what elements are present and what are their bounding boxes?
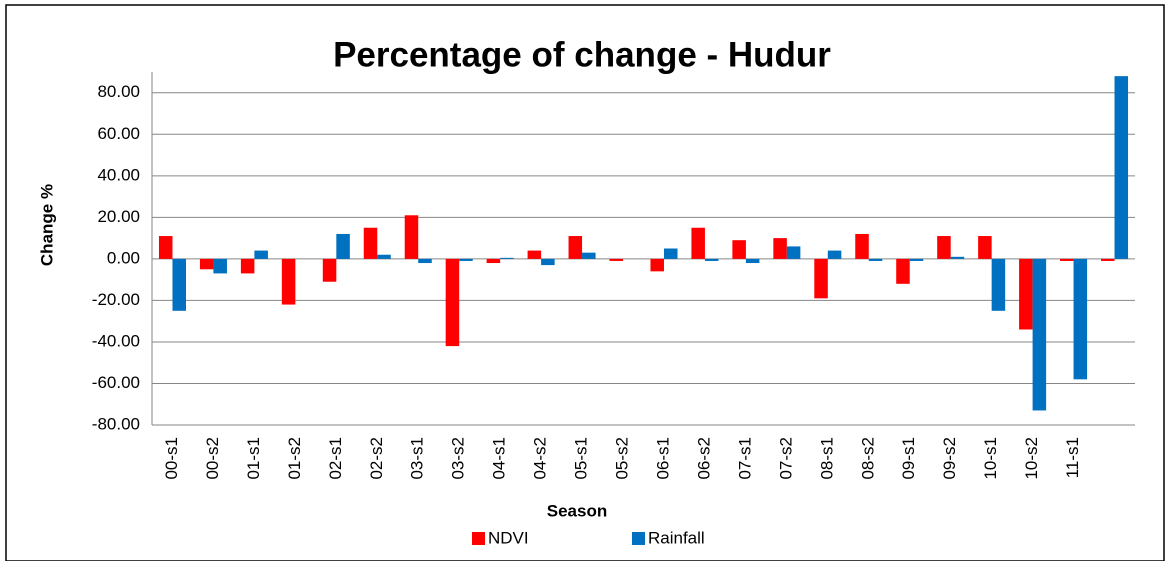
x-tick-label: 08-s2	[858, 437, 877, 480]
bar	[745, 258, 760, 264]
legend-swatch	[472, 532, 485, 545]
bar	[991, 258, 1006, 311]
bar	[336, 233, 350, 259]
y-axis-label: Change %	[37, 184, 56, 266]
bar	[978, 236, 992, 259]
bar	[691, 227, 705, 259]
x-tick-label: 02-s1	[326, 437, 345, 480]
y-tick-label: 0.00	[107, 248, 140, 267]
bar	[1060, 258, 1074, 261]
x-tick-label: 01-s2	[285, 437, 304, 480]
x-tick-label: 11-s1	[1063, 437, 1082, 478]
legend-label: NDVI	[488, 528, 529, 547]
x-tick-label: 08-s1	[817, 437, 836, 480]
x-tick-label: 06-s2	[694, 437, 713, 480]
bar	[568, 236, 583, 259]
bar	[500, 257, 514, 259]
bar	[281, 258, 296, 305]
bar	[459, 258, 473, 261]
x-tick-label: 10-s2	[1022, 437, 1041, 480]
x-axis-label: Season	[547, 501, 607, 520]
bar	[527, 250, 542, 259]
y-tick-label: 40.00	[97, 165, 140, 184]
x-tick-label: 05-s2	[613, 437, 632, 480]
bar	[704, 258, 719, 261]
bar	[937, 236, 951, 259]
bar	[1101, 258, 1115, 261]
bar	[486, 258, 501, 264]
bar	[1032, 258, 1047, 411]
x-tick-label: 03-s1	[408, 437, 427, 480]
x-tick-label: 10-s1	[981, 437, 1000, 480]
bar	[1114, 76, 1129, 259]
bar	[363, 227, 378, 259]
bar	[404, 215, 419, 259]
bar	[1073, 258, 1088, 380]
y-tick-label: -40.00	[92, 331, 140, 350]
bar	[172, 258, 186, 311]
bar	[909, 258, 924, 261]
x-tick-label: 09-s2	[940, 437, 959, 480]
bar	[950, 256, 965, 259]
bar	[158, 236, 173, 259]
bar	[541, 258, 555, 266]
bar	[199, 258, 214, 270]
bar	[445, 258, 460, 347]
legend-label: Rainfall	[648, 528, 705, 547]
bar	[213, 258, 227, 274]
bar	[650, 258, 664, 272]
bar	[732, 240, 746, 259]
legend-swatch	[632, 532, 645, 545]
bar	[1019, 258, 1033, 330]
chart-frame	[5, 4, 1165, 561]
bar	[418, 258, 432, 264]
bar	[827, 250, 842, 259]
x-tick-label: 09-s1	[899, 437, 918, 480]
y-tick-label: -20.00	[92, 290, 140, 309]
x-tick-label: 00-s2	[203, 437, 222, 480]
x-tick-label: 01-s1	[244, 437, 263, 480]
x-tick-label: 07-s2	[776, 437, 795, 480]
x-tick-label: 03-s2	[449, 437, 468, 480]
x-tick-label: 05-s1	[572, 437, 591, 480]
y-tick-label: -60.00	[92, 373, 140, 392]
bar	[773, 238, 787, 259]
bar	[322, 258, 337, 282]
bar	[582, 252, 596, 259]
bar	[814, 258, 828, 299]
bar	[855, 233, 869, 259]
y-tick-label: -80.00	[92, 414, 140, 433]
bar	[786, 246, 801, 259]
bar	[663, 248, 678, 259]
bar	[609, 258, 624, 261]
bar	[377, 254, 391, 259]
x-tick-label: 02-s2	[367, 437, 386, 480]
bar	[254, 250, 268, 259]
x-tick-label: 00-s1	[162, 437, 181, 480]
y-tick-label: 60.00	[97, 124, 140, 143]
chart-title: Percentage of change - Hudur	[333, 35, 831, 74]
bar	[868, 258, 883, 261]
y-tick-label: 80.00	[97, 82, 140, 101]
bar	[896, 258, 910, 284]
x-tick-label: 04-s2	[531, 437, 550, 480]
x-tick-label: 06-s1	[653, 437, 672, 480]
x-tick-label: 07-s1	[735, 437, 754, 480]
x-tick-label: 04-s1	[490, 437, 509, 480]
bar	[240, 258, 255, 274]
y-tick-label: 20.00	[97, 207, 140, 226]
